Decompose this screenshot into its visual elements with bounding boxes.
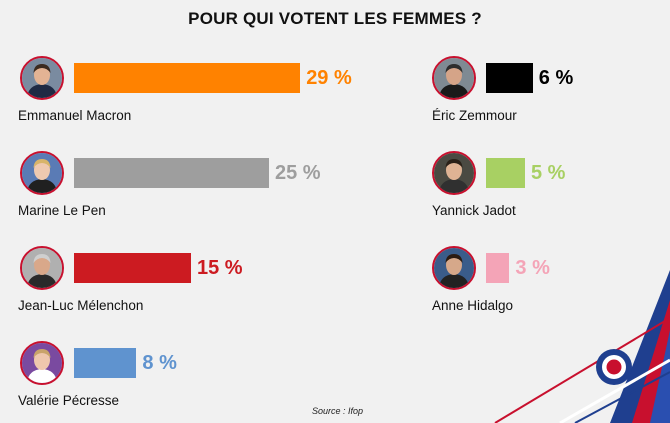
value-label-yannick-jadot: 5 % [531, 162, 566, 184]
value-label-emmanuel-macron: 29 % [306, 67, 352, 89]
candidate-name-emmanuel-macron: Emmanuel Macron [18, 108, 132, 123]
value-label-eric-zemmour: 6 % [538, 67, 574, 89]
candidate-name-anne-hidalgo: Anne Hidalgo [432, 298, 514, 313]
source-note: Source : Ifop [312, 406, 364, 416]
candidate-name-eric-zemmour: Éric Zemmour [432, 108, 517, 123]
candidate-name-yannick-jadot: Yannick Jadot [432, 203, 516, 218]
bar-yannick-jadot [486, 158, 525, 188]
melenchon-portrait-icon [20, 246, 64, 290]
value-label-valerie-pecresse: 8 % [142, 352, 177, 374]
zemmour-portrait-icon [432, 56, 476, 100]
le-pen-portrait-icon [20, 151, 64, 195]
hidalgo-portrait-icon [432, 246, 476, 290]
cockade-icon [596, 349, 632, 385]
candidate-name-marine-le-pen: Marine Le Pen [18, 203, 106, 218]
value-label-jean-luc-melenchon: 15 % [197, 257, 243, 279]
candidate-name-valerie-pecresse: Valérie Pécresse [18, 393, 120, 408]
bar-valerie-pecresse [74, 348, 137, 378]
macron-portrait-icon [20, 56, 64, 100]
corner-white-line [559, 358, 670, 423]
corner-blue-line [574, 371, 670, 423]
jadot-portrait-icon [432, 151, 476, 195]
bar-jean-luc-melenchon [74, 253, 191, 283]
value-label-marine-le-pen: 25 % [275, 162, 321, 184]
pecresse-portrait-icon [20, 341, 64, 385]
chart-title: POUR QUI VOTENT LES FEMMES ? [188, 9, 482, 28]
bar-emmanuel-macron [74, 63, 301, 93]
candidate-name-jean-luc-melenchon: Jean-Luc Mélenchon [18, 298, 144, 313]
bar-eric-zemmour [486, 63, 533, 93]
corner-red-line [494, 317, 670, 423]
bar-anne-hidalgo [486, 253, 510, 283]
bar-marine-le-pen [74, 158, 269, 188]
value-label-anne-hidalgo: 3 % [515, 257, 550, 279]
